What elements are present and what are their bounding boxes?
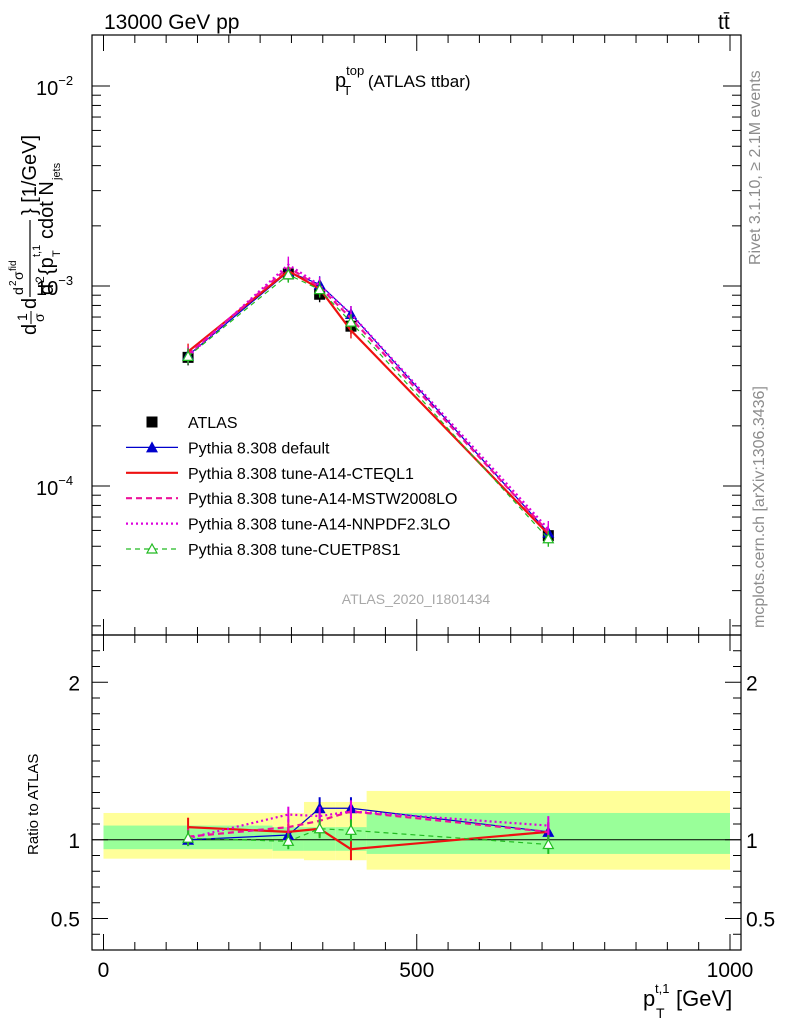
analysis-id: ATLAS_2020_I1801434 (342, 591, 491, 607)
ratio-point-cuetp8s1 (344, 824, 357, 835)
svg-text:2: 2 (33, 276, 47, 283)
ratio-uncertainty-bands (92, 790, 741, 870)
x-axis-label: p t,1 T [GeV] (643, 981, 732, 1021)
legend-label-cteql1: Pythia 8.308 tune-A14-CTEQL1 (188, 466, 414, 483)
svg-text:t,1: t,1 (31, 245, 43, 257)
ratio-line-cuetp8s1 (188, 828, 549, 846)
legend-marker-cuetp8s1 (145, 542, 159, 554)
svg-text:cdot N: cdot N (36, 181, 58, 239)
legend-label-ATLAS: ATLAS (188, 415, 238, 432)
main-y-tick-label: 10−4 (36, 473, 73, 500)
ratio-panel-series (182, 797, 555, 861)
svg-text:T: T (51, 250, 63, 257)
plot-title: ptop T (ATLAS ttbar) (335, 63, 471, 98)
ratio-point-cuetp8s1 (282, 835, 295, 846)
series-line-nnpdf (187, 263, 550, 530)
main-y-tick-label: 10−2 (36, 73, 73, 100)
legend: ATLAS Pythia 8.308 default Pythia 8.308 tu… (126, 415, 457, 559)
svg-text:fid: fid (8, 260, 19, 271)
main-panel-series (182, 256, 555, 547)
series-line-mstw (187, 266, 550, 533)
legend-marker-ATLAS (146, 416, 158, 428)
svg-text:2: 2 (8, 280, 19, 286)
beam-label: 13000 GeV pp (104, 11, 239, 34)
ratio-y-tick-label-right: 2 (746, 672, 758, 695)
svg-text:T: T (656, 1005, 665, 1021)
legend-label-mstw: Pythia 8.308 tune-A14-MSTW2008LO (188, 491, 457, 508)
main-panel-ticks: 10−4 10−3 10−2 (36, 35, 741, 635)
svg-text:σ: σ (31, 313, 47, 322)
svg-text:jets: jets (51, 162, 63, 181)
point-cuetp8s1 (313, 283, 326, 295)
main-y-tick-label: 10−3 (36, 273, 73, 300)
svg-text:d: d (36, 284, 58, 295)
main-y-axis-label: d 1 σ d d 2 σ fid d 2 {p t,1 T cdot N je… (8, 135, 63, 335)
point-cuetp8s1 (542, 532, 555, 544)
svg-text:1: 1 (14, 313, 30, 321)
ratio-y-tick-label-right: 1 (746, 830, 758, 853)
svg-text:d: d (10, 287, 26, 295)
ratio-panel-frame (91, 634, 742, 951)
ratio-y-tick-label-left: 0.5 (51, 909, 80, 932)
svg-text:p: p (643, 986, 655, 1011)
svg-text:d: d (19, 324, 41, 335)
ratio-y-tick-label-left: 2 (68, 672, 80, 695)
ratio-panel-ticks: 0.5 0.5 1 1 2 2 0 500 1000 (51, 635, 775, 982)
x-tick-label: 0 (98, 959, 110, 982)
svg-text:σ: σ (10, 271, 26, 280)
rivet-label: Rivet 3.1.10, ≥ 2.1M events (747, 70, 764, 265)
ratio-y-axis-label: Ratio to ATLAS (25, 754, 42, 855)
ratio-y-tick-label-right: 0.5 (746, 909, 775, 932)
ratio-point-cuetp8s1 (182, 831, 195, 843)
x-tick-label: 1000 (707, 959, 754, 982)
mcplots-label: mcplots.cern.ch [arXiv:1306.3436] (751, 386, 768, 628)
point-cuetp8s1 (182, 350, 195, 361)
legend-label-cuetp8s1: Pythia 8.308 tune-CUETP8S1 (188, 542, 401, 559)
ratio-point-cuetp8s1 (313, 822, 326, 834)
svg-text:{p: {p (36, 257, 58, 275)
legend-label-nnpdf: Pythia 8.308 tune-A14-NNPDF2.3LO (188, 517, 450, 534)
svg-text:t,1: t,1 (655, 981, 669, 996)
ratio-point-cuetp8s1 (542, 838, 555, 850)
x-tick-label: 500 (399, 959, 434, 982)
process-label: tt̄ (718, 11, 730, 34)
svg-text:[GeV]: [GeV] (676, 986, 732, 1011)
point-cuetp8s1 (282, 268, 295, 280)
svg-text:} [1/GeV]: } [1/GeV] (19, 135, 41, 215)
ratio-y-tick-label-left: 1 (68, 830, 80, 853)
point-cuetp8s1 (344, 315, 357, 327)
legend-label-default: Pythia 8.308 default (188, 440, 330, 457)
svg-text:d: d (19, 298, 41, 309)
legend-marker-default (146, 441, 158, 453)
ratio-line-nnpdf (187, 810, 549, 840)
